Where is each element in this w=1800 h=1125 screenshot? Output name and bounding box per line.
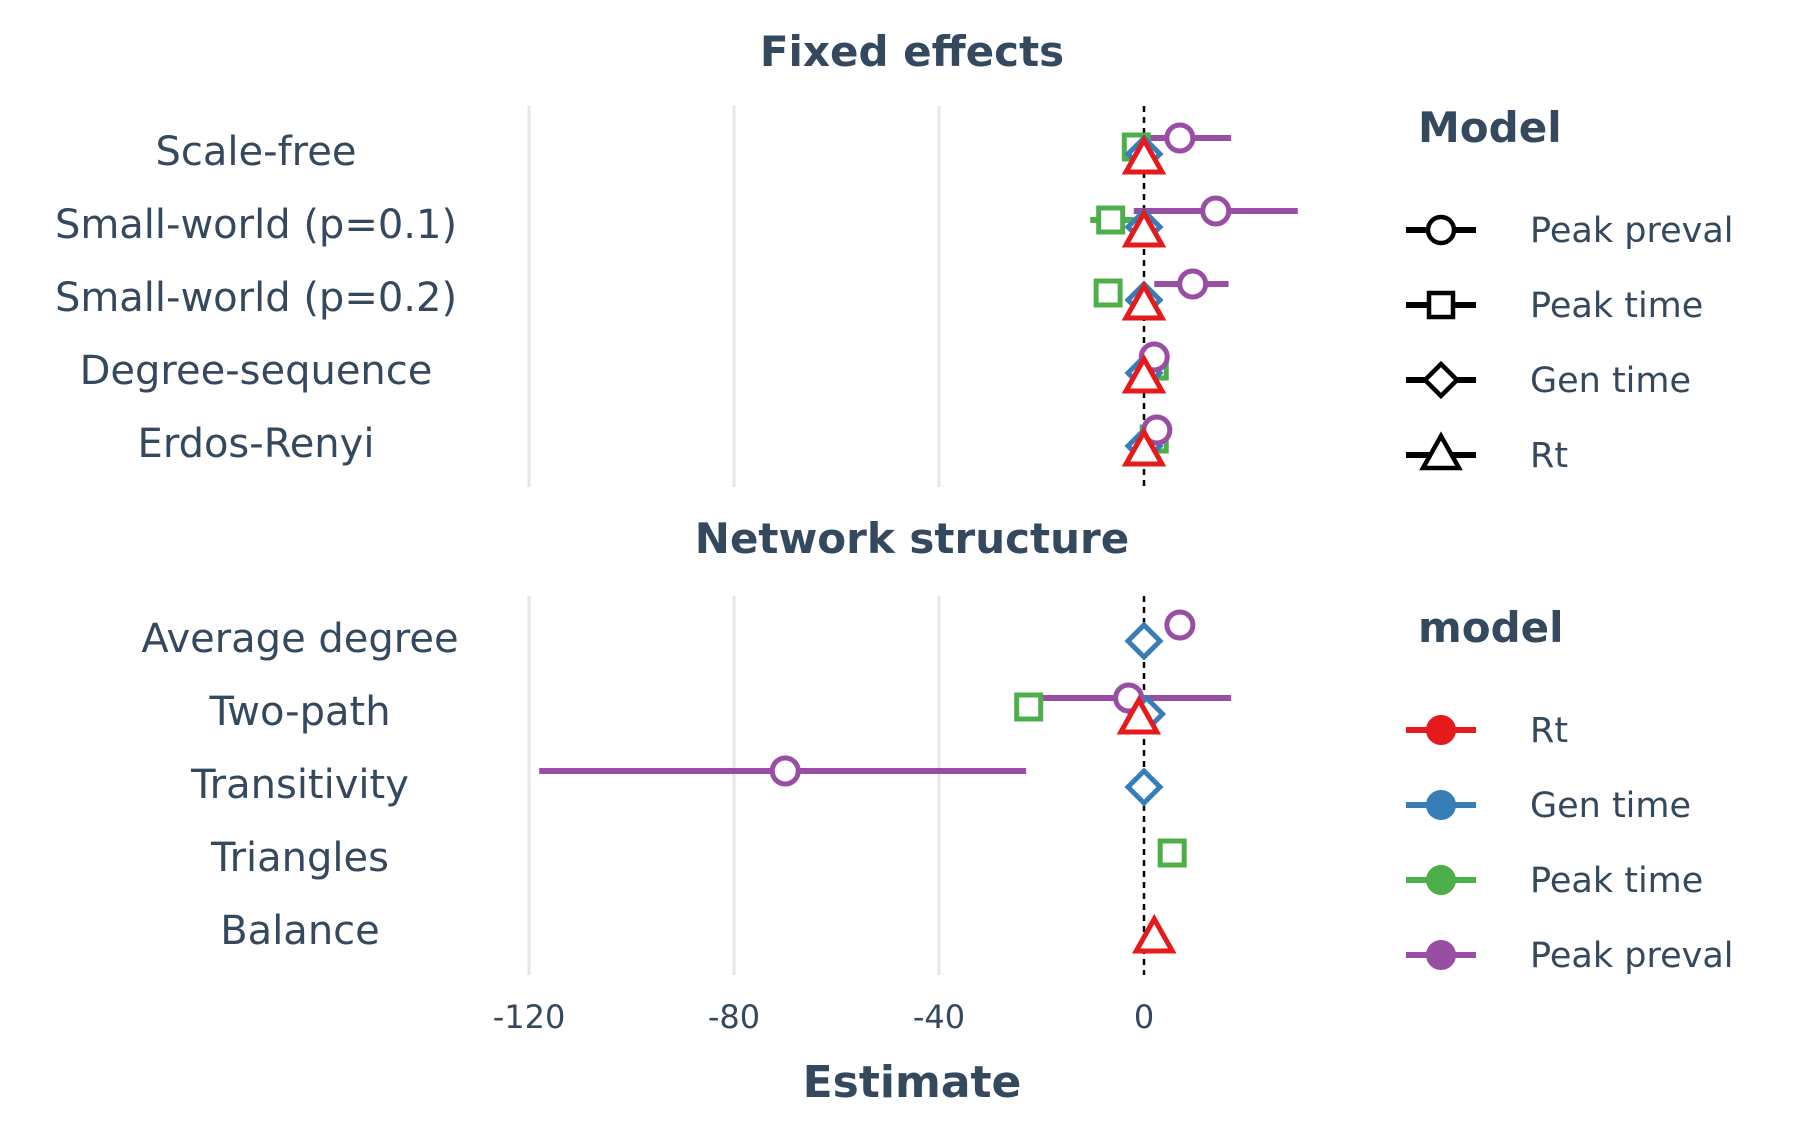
x-axis-title: Estimate [803,1057,1022,1108]
data-points [769,609,1196,954]
legend-key-dot [1426,790,1456,820]
data-point [1121,353,1167,394]
category-label: Transitivity [190,762,409,808]
data-points [1093,122,1232,467]
legend-label: Gen time [1530,361,1691,401]
x-axis: -120 -80 -40 0 Estimate [493,998,1154,1108]
legend-label: Gen time [1530,786,1691,826]
legend-label: Peak preval [1530,211,1734,251]
legend-label: Peak time [1530,861,1703,901]
category-label: Small-world (p=0.1) [55,202,457,248]
data-point [1157,838,1187,868]
legend-title: Model [1418,103,1562,152]
data-point [1200,195,1232,227]
legend-title: model [1418,603,1564,652]
data-point [1164,122,1196,154]
legend-color: model Rt Gen time Peak time Peak preval [1406,603,1734,976]
legend-key-marker [1426,290,1456,320]
data-point [1121,134,1167,175]
data-point [1096,205,1126,235]
data-point [769,755,801,787]
x-tick-labels: -120 -80 -40 0 [493,998,1154,1036]
legend-key-dot [1426,940,1456,970]
legend-key-marker [1425,214,1457,246]
data-point [1124,621,1164,661]
data-point [1131,913,1177,954]
data-point [1124,767,1164,807]
data-point [1014,692,1044,722]
x-tick-label: -120 [493,998,566,1036]
panel-1: Fixed effects Scale-free Small-world (p=0.… [55,27,1298,487]
category-label: Small-world (p=0.2) [55,275,457,321]
data-point [1177,268,1209,300]
legend-key-marker [1421,360,1461,400]
data-point [1121,426,1167,467]
data-point [1121,280,1167,321]
legend-label: Rt [1530,436,1568,476]
panel-2: Network structure Average degree Two-path T… [141,514,1232,975]
legend-label: Rt [1530,711,1568,751]
x-tick-label: 0 [1134,998,1154,1036]
data-point [1116,694,1162,735]
legend-label: Peak preval [1530,936,1734,976]
category-label: Two-path [208,689,390,735]
category-label: Scale-free [156,129,357,175]
category-label: Average degree [141,616,458,662]
panel-title: Fixed effects [760,27,1064,76]
x-tick-label: -40 [913,998,965,1036]
category-label: Balance [220,908,380,954]
data-point [1164,609,1196,641]
data-point [1093,278,1123,308]
category-label: Erdos-Renyi [138,421,375,467]
panels-layer: Fixed effects Scale-free Small-world (p=0.… [55,27,1298,975]
data-point [1121,207,1167,248]
legend-key-marker [1419,431,1463,471]
x-tick-label: -80 [708,998,760,1036]
legend-label: Peak time [1530,286,1703,326]
legend-shape: Model Peak preval Peak time Gen time Rt [1406,103,1734,476]
panel-title: Network structure [695,514,1129,563]
category-label: Degree-sequence [80,348,433,394]
legend-key-dot [1426,865,1456,895]
legend-key-dot [1426,715,1456,745]
category-label: Triangles [210,835,389,881]
